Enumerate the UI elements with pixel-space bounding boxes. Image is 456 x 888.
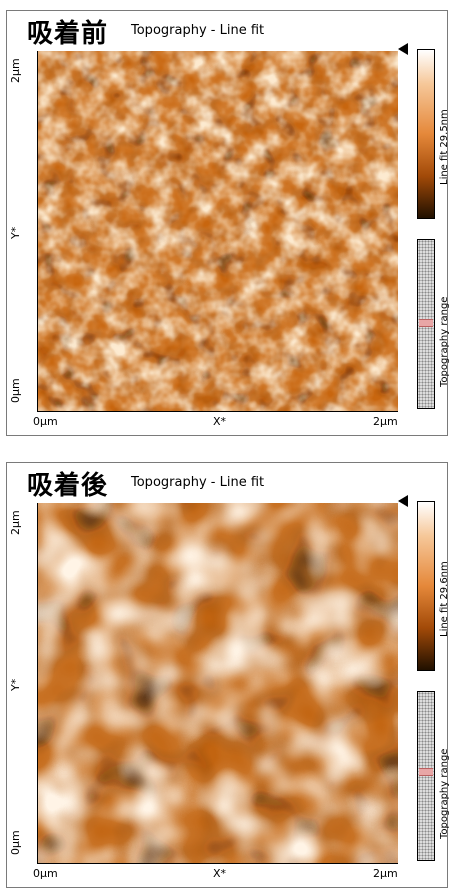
y-tick-bottom: 0µm (9, 830, 22, 855)
color-scale-label: Line fit 29.6nm (439, 561, 450, 637)
color-scale-bar (417, 49, 435, 219)
afm-image (37, 51, 398, 412)
triangle-marker-icon (398, 495, 408, 507)
range-indicator[interactable] (419, 319, 433, 327)
x-tick-right: 2µm (373, 867, 398, 880)
x-axis-label: X* (213, 415, 227, 428)
afm-image (37, 503, 398, 864)
y-tick-top: 2µm (9, 58, 22, 83)
afm-topography-image (38, 503, 398, 863)
y-tick-bottom: 0µm (9, 378, 22, 403)
afm-panel-after: 吸着後 Topography - Line fit 2µm Y* 0µm (6, 462, 450, 888)
y-axis-label: Y* (9, 226, 22, 239)
range-label: Topography range (439, 748, 450, 839)
x-axis-label: X* (213, 867, 227, 880)
panel-subtitle: Topography - Line fit (131, 23, 265, 38)
topography-range-bar[interactable] (417, 691, 435, 861)
x-tick-left: 0µm (33, 867, 58, 880)
range-indicator[interactable] (419, 768, 433, 776)
afm-panel-before: 吸着前 Topography - Line fit 2µm Y* 0µm (6, 10, 450, 436)
panel-title: 吸着前 (27, 19, 109, 49)
range-label: Topography range (439, 296, 450, 387)
afm-topography-image (38, 51, 398, 411)
x-tick-left: 0µm (33, 415, 58, 428)
color-scale-bar (417, 501, 435, 671)
triangle-marker-icon (398, 43, 408, 55)
color-scale-label: Line fit 29.5nm (439, 109, 450, 185)
y-axis-label: Y* (9, 678, 22, 691)
topography-range-bar[interactable] (417, 239, 435, 409)
x-tick-right: 2µm (373, 415, 398, 428)
panel-subtitle: Topography - Line fit (131, 475, 265, 490)
y-tick-top: 2µm (9, 510, 22, 535)
panel-title: 吸着後 (27, 471, 109, 501)
